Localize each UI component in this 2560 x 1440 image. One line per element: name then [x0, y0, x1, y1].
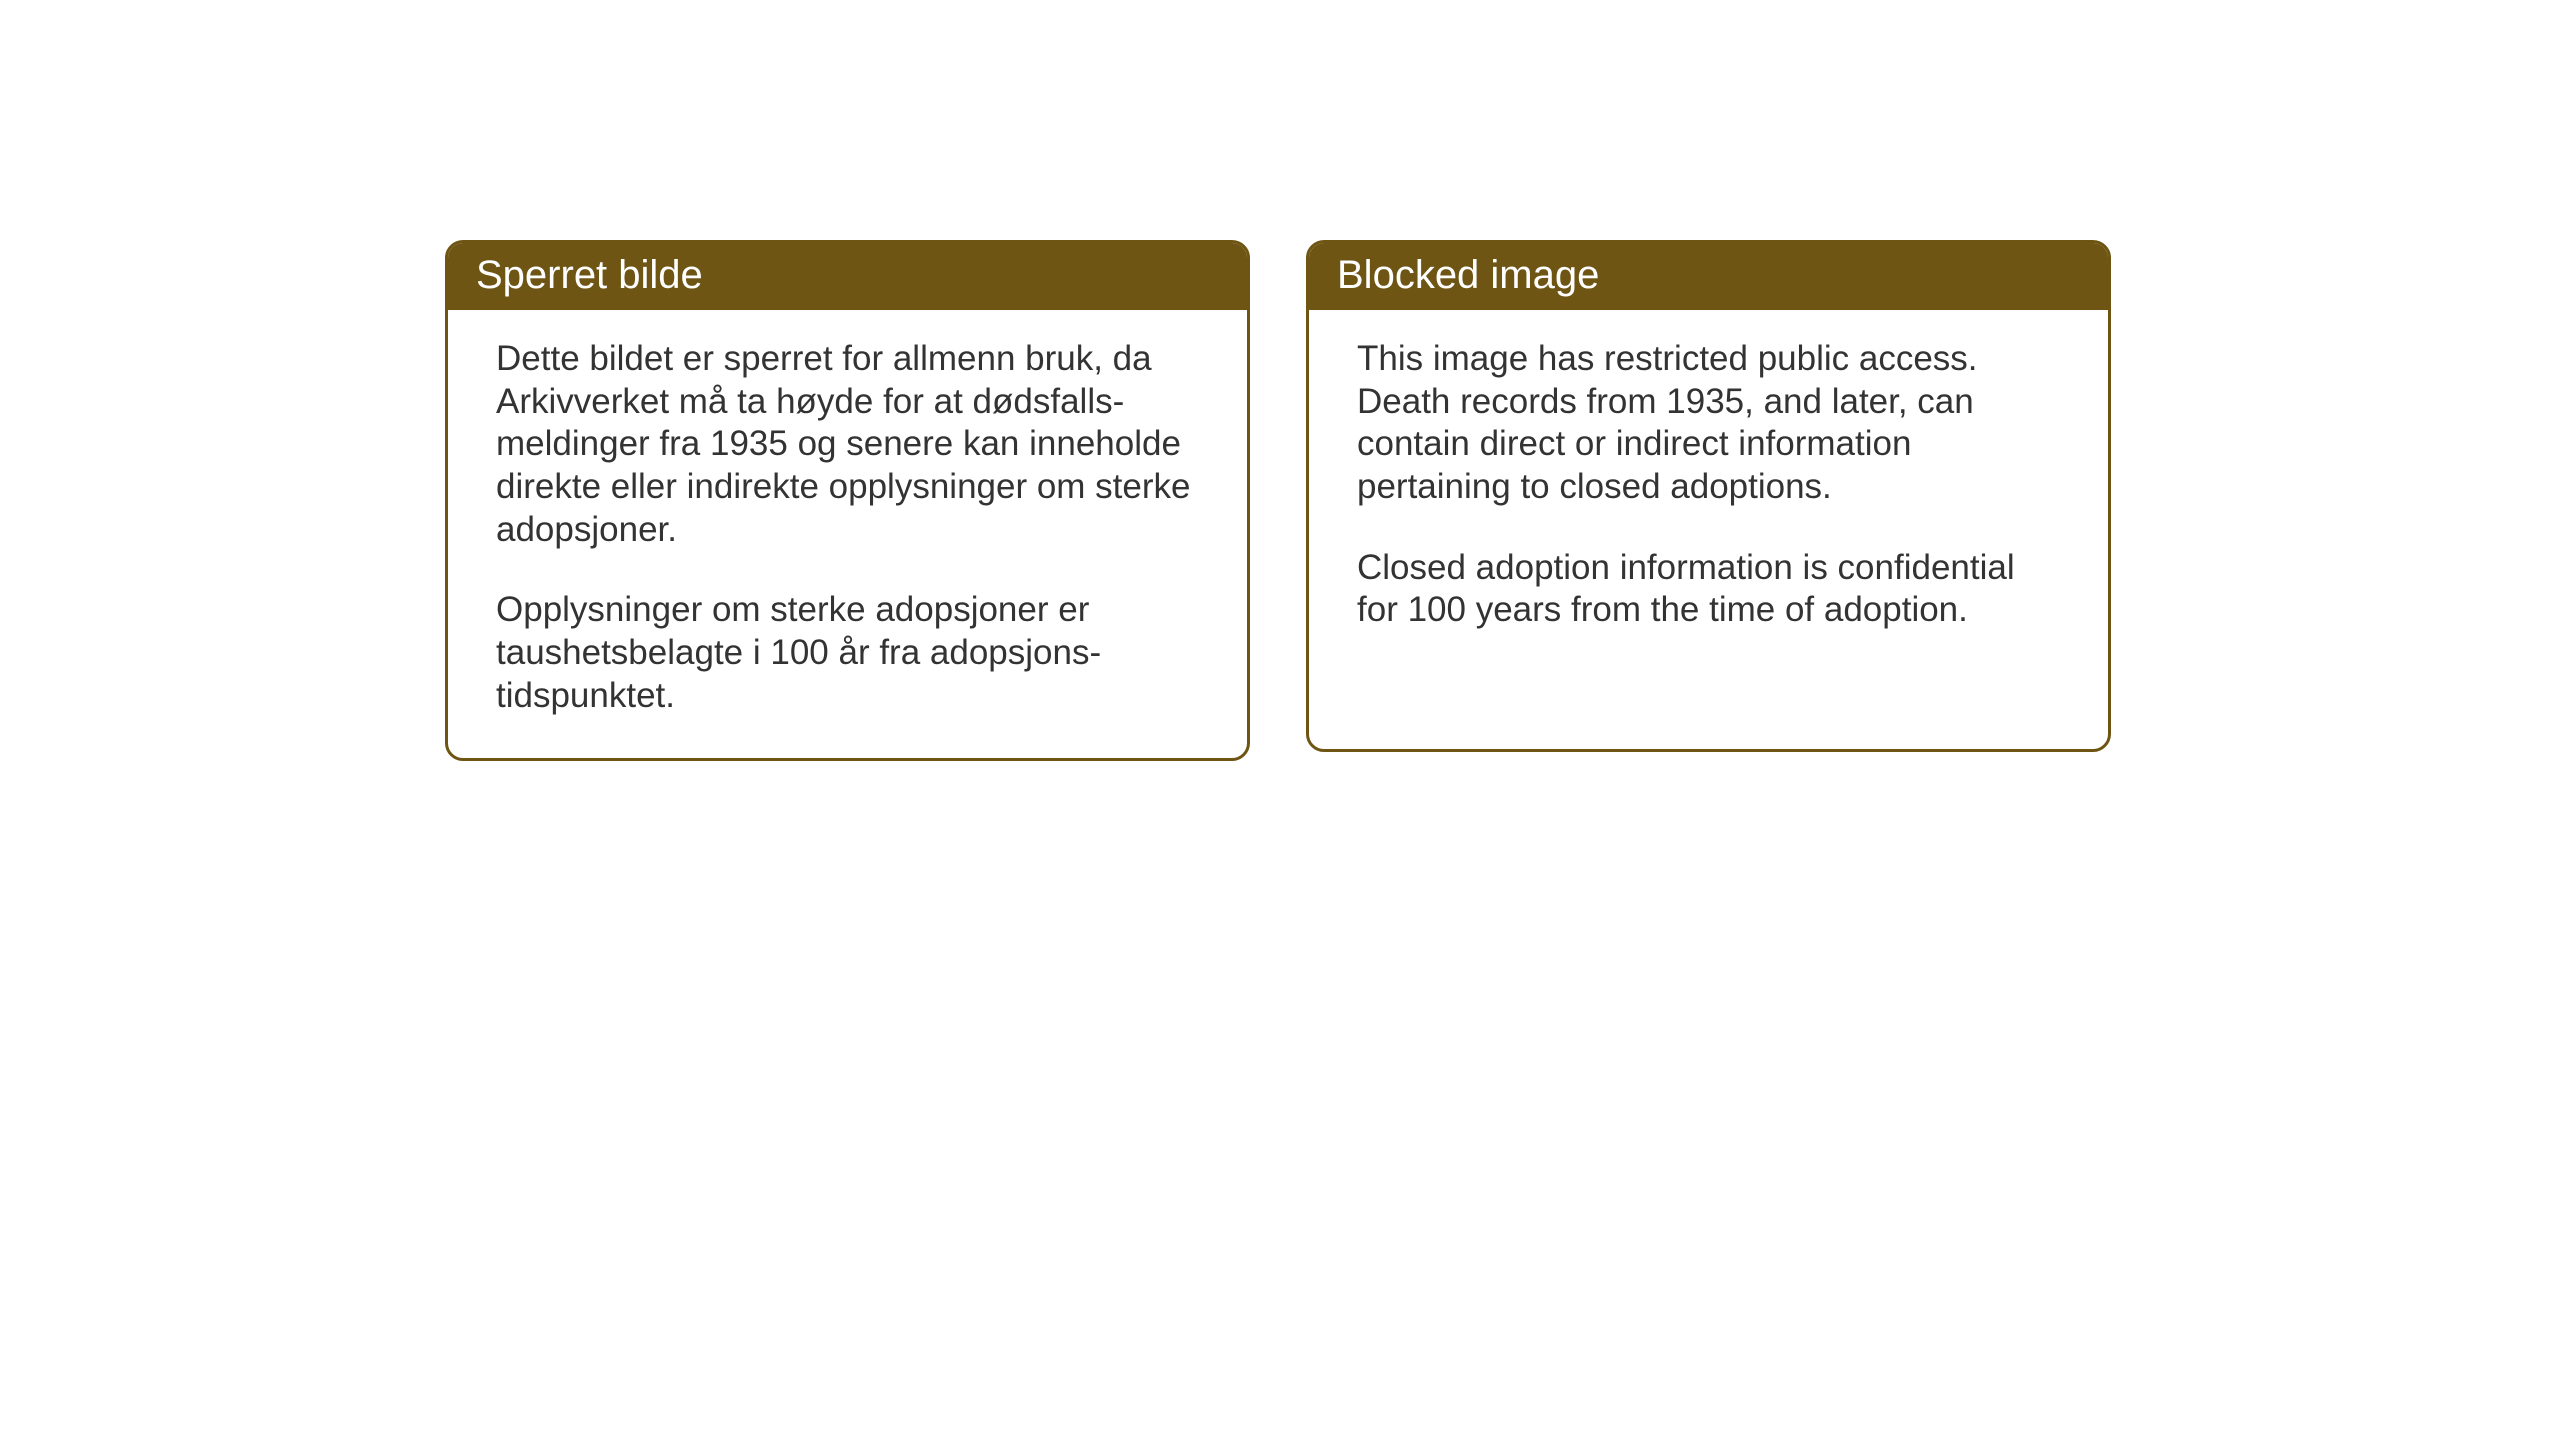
- notice-cards-container: Sperret bilde Dette bildet er sperret fo…: [445, 240, 2111, 761]
- paragraph-2-norwegian: Opplysninger om sterke adopsjoner er tau…: [496, 589, 1199, 717]
- paragraph-1-norwegian: Dette bildet er sperret for allmenn bruk…: [496, 338, 1199, 551]
- card-body-norwegian: Dette bildet er sperret for allmenn bruk…: [448, 310, 1247, 758]
- paragraph-1-english: This image has restricted public access.…: [1357, 338, 2060, 509]
- card-header-english: Blocked image: [1309, 243, 2108, 310]
- notice-card-english: Blocked image This image has restricted …: [1306, 240, 2111, 752]
- card-header-norwegian: Sperret bilde: [448, 243, 1247, 310]
- notice-card-norwegian: Sperret bilde Dette bildet er sperret fo…: [445, 240, 1250, 761]
- paragraph-2-english: Closed adoption information is confident…: [1357, 547, 2060, 632]
- card-body-english: This image has restricted public access.…: [1309, 310, 2108, 672]
